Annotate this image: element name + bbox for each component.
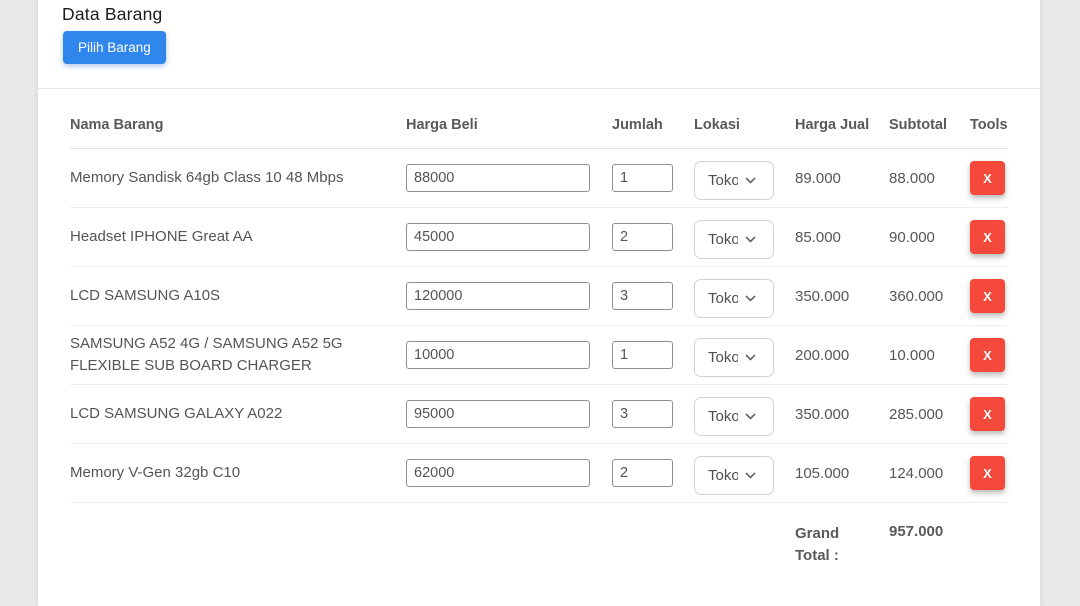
lokasi-select[interactable]: Toko [694, 396, 774, 436]
lokasi-select-value: Toko [708, 289, 738, 307]
harga-jual-value: 350.000 [795, 384, 889, 444]
table-row: Memory Sandisk 64gb Class 10 48 Mbps Tok… [70, 148, 1008, 208]
col-header-jumlah: Jumlah [612, 89, 694, 149]
jumlah-input[interactable] [612, 341, 673, 369]
col-header-nama-barang: Nama Barang [70, 89, 406, 149]
harga-jual-value: 85.000 [795, 207, 889, 267]
col-header-subtotal: Subtotal [889, 89, 970, 149]
item-name: LCD SAMSUNG A10S [70, 266, 406, 326]
table-row: Memory V-Gen 32gb C10 Toko 105.000 124.0… [70, 443, 1008, 503]
jumlah-input[interactable] [612, 459, 673, 487]
subtotal-value: 90.000 [889, 207, 970, 267]
item-name: Memory V-Gen 32gb C10 [70, 443, 406, 503]
harga-jual-value: 200.000 [795, 325, 889, 385]
harga-beli-input[interactable] [406, 400, 590, 428]
items-table: Nama Barang Harga Beli Jumlah Lokasi Har… [70, 89, 1008, 567]
items-table-area: Nama Barang Harga Beli Jumlah Lokasi Har… [38, 89, 1040, 567]
table-row: LCD SAMSUNG A10S Toko 350.000 360.000 X [70, 266, 1008, 326]
chevron-down-icon [745, 412, 756, 420]
grand-total-row: Grand Total : 957.000 [70, 503, 1008, 568]
lokasi-select[interactable]: Toko [694, 160, 774, 200]
jumlah-input[interactable] [612, 223, 673, 251]
grand-total-value: 957.000 [889, 523, 944, 540]
table-row: SAMSUNG A52 4G / SAMSUNG A52 5G FLEXIBLE… [70, 325, 1008, 385]
table-row: LCD SAMSUNG GALAXY A022 Toko 350.000 285… [70, 384, 1008, 444]
chevron-down-icon [745, 235, 756, 243]
lokasi-select-value: Toko [708, 466, 738, 484]
pilih-barang-button[interactable]: Pilih Barang [63, 31, 166, 64]
col-header-tools: Tools [970, 89, 1008, 149]
chevron-down-icon [745, 353, 756, 361]
item-name: Memory Sandisk 64gb Class 10 48 Mbps [70, 148, 406, 208]
jumlah-input[interactable] [612, 164, 673, 192]
harga-beli-input[interactable] [406, 341, 590, 369]
subtotal-value: 285.000 [889, 384, 970, 444]
lokasi-select[interactable]: Toko [694, 337, 774, 377]
harga-jual-value: 350.000 [795, 266, 889, 326]
harga-jual-value: 105.000 [795, 443, 889, 503]
page-title: Data Barang [62, 4, 163, 24]
harga-beli-input[interactable] [406, 223, 590, 251]
table-row: Headset IPHONE Great AA Toko 85.000 90.0… [70, 207, 1008, 267]
lokasi-select[interactable]: Toko [694, 219, 774, 259]
delete-row-button[interactable]: X [970, 456, 1005, 490]
lokasi-select-value: Toko [708, 348, 738, 366]
lokasi-select-value: Toko [708, 407, 738, 425]
subtotal-value: 124.000 [889, 443, 970, 503]
lokasi-select-value: Toko [708, 171, 738, 189]
grand-total-label: Grand Total : [795, 525, 840, 564]
subtotal-value: 88.000 [889, 148, 970, 208]
delete-row-button[interactable]: X [970, 161, 1005, 195]
item-name: Headset IPHONE Great AA [70, 207, 406, 267]
item-name: LCD SAMSUNG GALAXY A022 [70, 384, 406, 444]
delete-row-button[interactable]: X [970, 279, 1005, 313]
subtotal-value: 10.000 [889, 325, 970, 385]
chevron-down-icon [745, 471, 756, 479]
subtotal-value: 360.000 [889, 266, 970, 326]
harga-beli-input[interactable] [406, 459, 590, 487]
jumlah-input[interactable] [612, 400, 673, 428]
chevron-down-icon [745, 294, 756, 302]
col-header-lokasi: Lokasi [694, 89, 795, 149]
jumlah-input[interactable] [612, 282, 673, 310]
harga-beli-input[interactable] [406, 164, 590, 192]
delete-row-button[interactable]: X [970, 338, 1005, 372]
data-barang-card: Data Barang Pilih Barang Nama Barang Har… [38, 0, 1040, 606]
lokasi-select-value: Toko [708, 230, 738, 248]
harga-beli-input[interactable] [406, 282, 590, 310]
card-header: Data Barang Pilih Barang [38, 0, 1040, 89]
delete-row-button[interactable]: X [970, 397, 1005, 431]
delete-row-button[interactable]: X [970, 220, 1005, 254]
lokasi-select[interactable]: Toko [694, 278, 774, 318]
chevron-down-icon [745, 176, 756, 184]
table-header-row: Nama Barang Harga Beli Jumlah Lokasi Har… [70, 89, 1008, 149]
harga-jual-value: 89.000 [795, 148, 889, 208]
item-name: SAMSUNG A52 4G / SAMSUNG A52 5G FLEXIBLE… [70, 325, 406, 385]
lokasi-select[interactable]: Toko [694, 455, 774, 495]
col-header-harga-beli: Harga Beli [406, 89, 612, 149]
col-header-harga-jual: Harga Jual [795, 89, 889, 149]
